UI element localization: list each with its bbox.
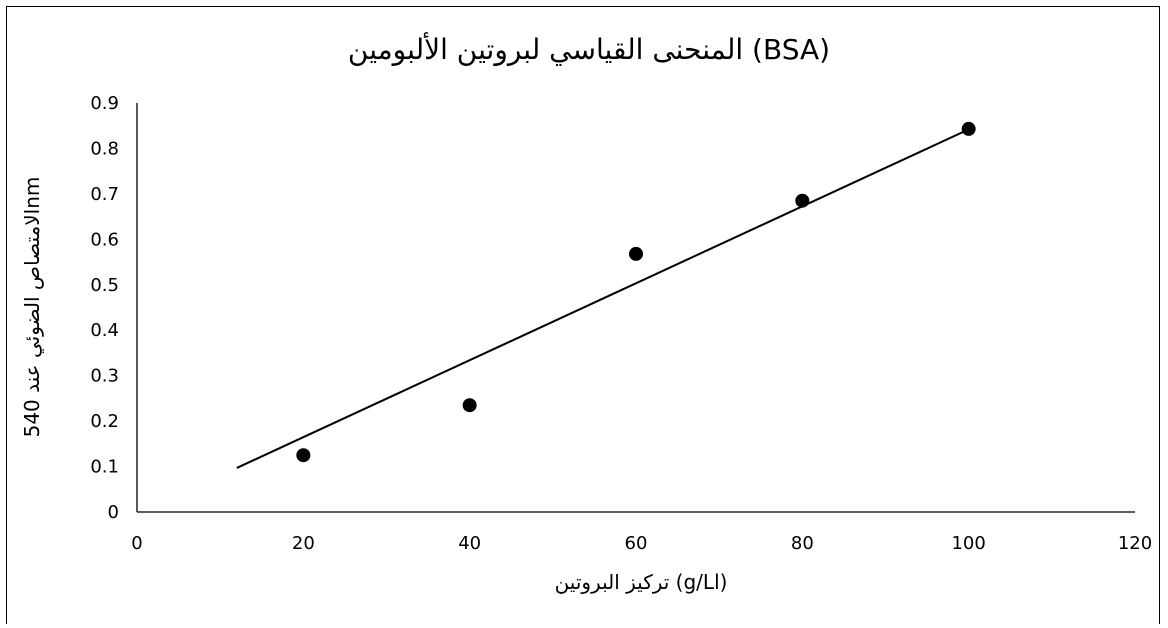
data-point xyxy=(961,121,976,136)
y-tick-label: 0.9 xyxy=(90,93,119,114)
chart-frame: المنحنى القياسي لبروتين الألبومين (BSA) … xyxy=(6,6,1160,624)
data-point xyxy=(795,193,810,208)
y-tick-label: 0.8 xyxy=(90,138,119,159)
y-tick-label: 0.4 xyxy=(90,320,119,341)
x-tick-label: 100 xyxy=(951,533,985,554)
y-tick-labels: 0 0.1 0.2 0.3 0.4 0.5 0.6 0.7 0.8 0.9 xyxy=(90,93,119,523)
y-tick-label: 0.2 xyxy=(90,411,119,432)
x-tick-label: 0 xyxy=(131,533,142,554)
y-tick-label: 0.5 xyxy=(90,275,119,296)
x-tick-label: 80 xyxy=(791,533,814,554)
y-tick-label: 0.6 xyxy=(90,229,119,250)
y-axis-title: الامتصاص الضوئي عند 540nm xyxy=(20,177,45,438)
y-tick-label: 0 xyxy=(108,502,119,523)
data-point xyxy=(462,398,477,413)
data-point xyxy=(629,246,643,261)
x-tick-label: 20 xyxy=(292,533,315,554)
x-tick-label: 120 xyxy=(1118,533,1152,554)
trendline xyxy=(236,128,970,469)
axes xyxy=(136,103,1135,513)
chart-title: المنحنى القياسي لبروتين الألبومين (BSA) xyxy=(348,31,830,66)
x-tick-label: 40 xyxy=(458,533,481,554)
y-tick-label: 0.3 xyxy=(90,366,119,387)
trendline-group xyxy=(236,128,970,469)
x-tick-labels: 0 20 40 60 80 100 120 xyxy=(131,533,1152,554)
data-points xyxy=(296,121,976,463)
data-point xyxy=(296,448,311,463)
x-tick-label: 60 xyxy=(625,533,648,554)
chart-svg: المنحنى القياسي لبروتين الألبومين (BSA) … xyxy=(20,31,1152,594)
y-tick-label: 0.1 xyxy=(90,457,119,478)
y-tick-label: 0.7 xyxy=(90,184,119,205)
x-axis-title: تركيز البروتين (g/Ll) xyxy=(555,570,728,594)
